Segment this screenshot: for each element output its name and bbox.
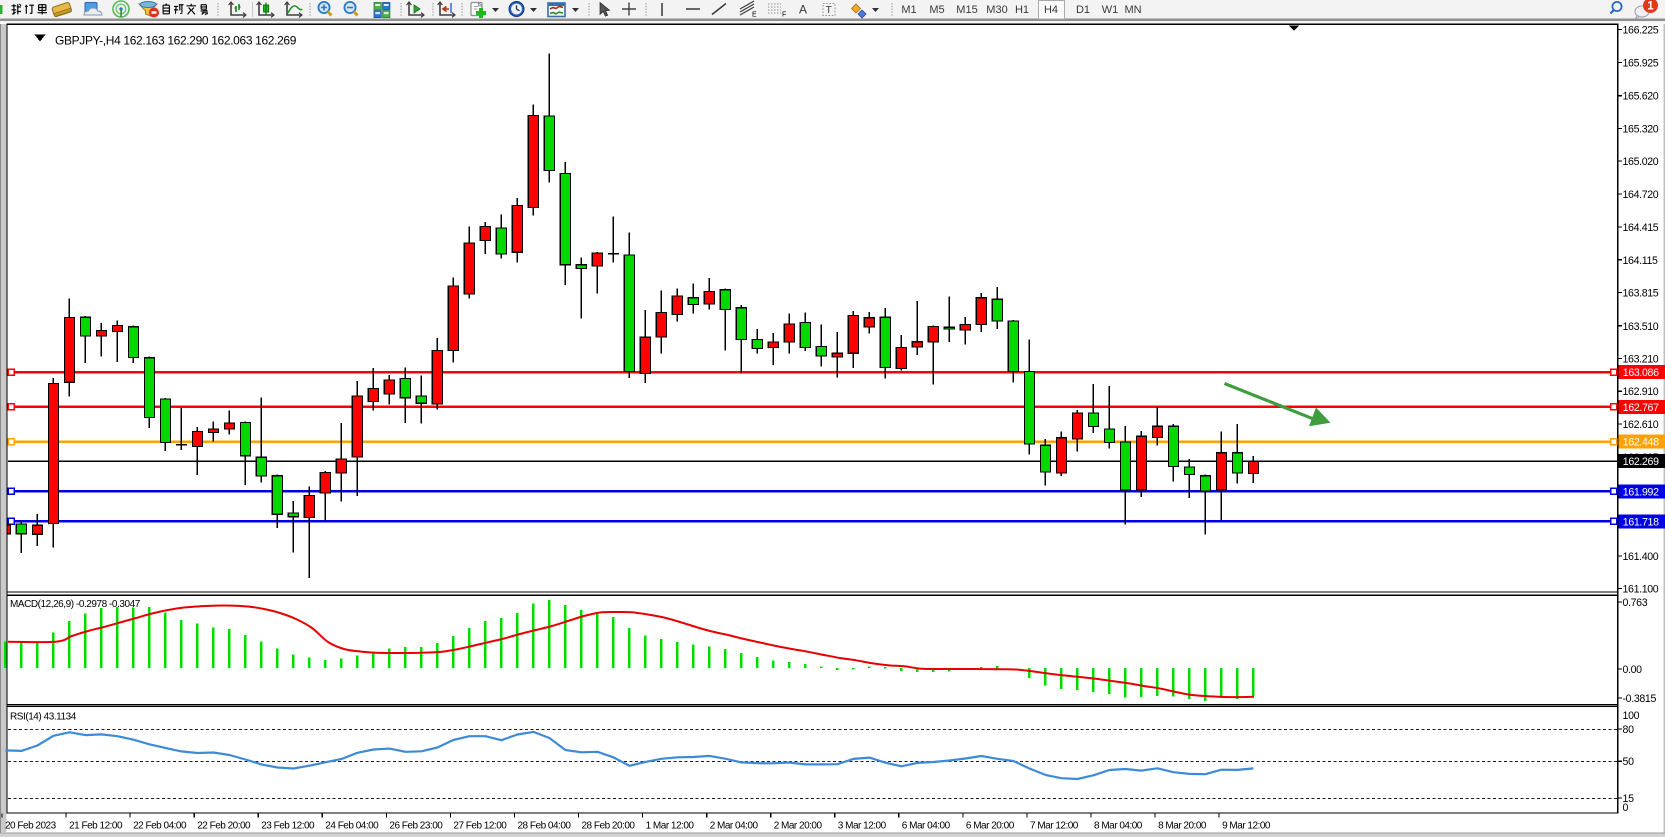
- svg-text:8 Mar 20:00: 8 Mar 20:00: [1158, 821, 1207, 832]
- svg-text:H1: H1: [1015, 4, 1029, 16]
- svg-text:22 Feb 20:00: 22 Feb 20:00: [197, 821, 251, 832]
- svg-text:E: E: [752, 12, 757, 19]
- svg-text:166.225: 166.225: [1623, 25, 1659, 37]
- svg-text:GBPJPY-,H4 162.163 162.290 16: GBPJPY-,H4 162.163 162.290 162.063 162.2…: [55, 34, 297, 48]
- svg-text:165.320: 165.320: [1623, 123, 1659, 135]
- svg-text:162.448: 162.448: [1623, 437, 1659, 449]
- svg-text:0.00: 0.00: [1623, 664, 1643, 676]
- svg-text:2 Mar 20:00: 2 Mar 20:00: [774, 821, 823, 832]
- svg-text:28 Feb 04:00: 28 Feb 04:00: [518, 821, 572, 832]
- svg-text:162.269: 162.269: [1623, 456, 1659, 468]
- svg-text:T: T: [826, 5, 832, 16]
- svg-text:161.992: 161.992: [1623, 486, 1659, 498]
- svg-text:165.020: 165.020: [1623, 156, 1659, 168]
- svg-text:100: 100: [1623, 710, 1640, 722]
- svg-text:164.415: 164.415: [1623, 222, 1659, 234]
- svg-text:0.763: 0.763: [1623, 597, 1648, 609]
- svg-text:D1: D1: [1076, 4, 1090, 16]
- svg-text:-0.3815: -0.3815: [1623, 693, 1657, 705]
- svg-text:A: A: [799, 3, 807, 17]
- svg-text:165.620: 165.620: [1623, 91, 1659, 103]
- svg-text:RSI(14) 43.1134: RSI(14) 43.1134: [10, 712, 77, 723]
- svg-text:163.086: 163.086: [1623, 367, 1659, 379]
- svg-text:9 Mar 12:00: 9 Mar 12:00: [1222, 821, 1271, 832]
- svg-text:165.925: 165.925: [1623, 57, 1659, 69]
- svg-text:2 Mar 04:00: 2 Mar 04:00: [710, 821, 759, 832]
- svg-text:1: 1: [1647, 1, 1654, 13]
- svg-text:1 Mar 12:00: 1 Mar 12:00: [646, 821, 695, 832]
- svg-text:163.510: 163.510: [1623, 321, 1659, 333]
- svg-text:W1: W1: [1102, 4, 1119, 16]
- svg-text:161.100: 161.100: [1623, 584, 1659, 596]
- svg-text:M15: M15: [956, 4, 977, 16]
- svg-text:MN: MN: [1124, 4, 1141, 16]
- svg-text:164.720: 164.720: [1623, 189, 1659, 201]
- svg-text:F: F: [782, 12, 786, 19]
- svg-text:162.767: 162.767: [1623, 402, 1659, 414]
- svg-text:M5: M5: [929, 4, 944, 16]
- svg-text:162.910: 162.910: [1623, 386, 1659, 398]
- svg-text:161.400: 161.400: [1623, 551, 1659, 563]
- svg-text:M30: M30: [986, 4, 1007, 16]
- svg-text:24 Feb 04:00: 24 Feb 04:00: [325, 821, 379, 832]
- svg-text:15: 15: [1623, 793, 1635, 805]
- svg-text:7 Mar 12:00: 7 Mar 12:00: [1030, 821, 1079, 832]
- svg-text:21 Feb 12:00: 21 Feb 12:00: [69, 821, 123, 832]
- svg-text:26 Feb 23:00: 26 Feb 23:00: [389, 821, 443, 832]
- svg-text:164.115: 164.115: [1623, 255, 1659, 267]
- svg-text:27 Feb 12:00: 27 Feb 12:00: [453, 821, 507, 832]
- svg-text:6 Mar 04:00: 6 Mar 04:00: [902, 821, 951, 832]
- svg-text:3 Mar 12:00: 3 Mar 12:00: [838, 821, 887, 832]
- svg-text:0: 0: [1623, 802, 1629, 814]
- svg-text:MACD(12,26,9) -0.2978 -0.3047: MACD(12,26,9) -0.2978 -0.3047: [10, 599, 141, 610]
- svg-text:162.610: 162.610: [1623, 419, 1659, 431]
- svg-text:M1: M1: [901, 4, 916, 16]
- svg-text:50: 50: [1623, 756, 1635, 768]
- svg-text:163.210: 163.210: [1623, 354, 1659, 366]
- svg-text:8 Mar 04:00: 8 Mar 04:00: [1094, 821, 1143, 832]
- svg-text:28 Feb 20:00: 28 Feb 20:00: [582, 821, 636, 832]
- svg-text:163.815: 163.815: [1623, 288, 1659, 300]
- svg-text:80: 80: [1623, 724, 1635, 736]
- svg-text:20 Feb 2023: 20 Feb 2023: [5, 821, 57, 832]
- svg-text:22 Feb 04:00: 22 Feb 04:00: [133, 821, 187, 832]
- svg-text:161.718: 161.718: [1623, 516, 1659, 528]
- svg-text:23 Feb 12:00: 23 Feb 12:00: [261, 821, 315, 832]
- svg-text:6 Mar 20:00: 6 Mar 20:00: [966, 821, 1015, 832]
- svg-text:H4: H4: [1044, 4, 1058, 16]
